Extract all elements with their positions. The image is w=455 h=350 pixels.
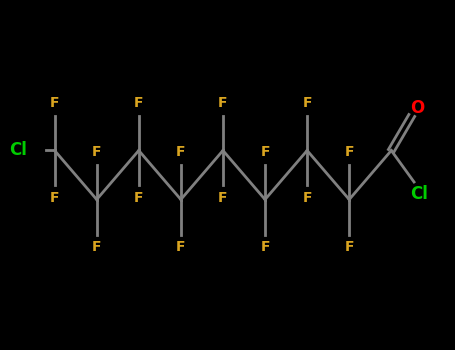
Text: F: F <box>303 191 312 205</box>
Text: F: F <box>92 145 101 159</box>
Text: F: F <box>50 96 59 110</box>
Text: F: F <box>260 145 270 159</box>
Text: O: O <box>410 99 425 118</box>
Text: Cl: Cl <box>410 185 428 203</box>
Text: F: F <box>218 96 228 110</box>
Text: F: F <box>50 191 59 205</box>
Text: F: F <box>134 191 143 205</box>
Text: F: F <box>303 96 312 110</box>
Text: F: F <box>260 240 270 254</box>
Text: F: F <box>344 145 354 159</box>
Text: F: F <box>344 240 354 254</box>
Text: F: F <box>218 191 228 205</box>
Text: F: F <box>176 145 186 159</box>
Text: F: F <box>176 240 186 254</box>
Text: F: F <box>92 240 101 254</box>
Text: Cl: Cl <box>10 141 27 160</box>
Text: F: F <box>134 96 143 110</box>
